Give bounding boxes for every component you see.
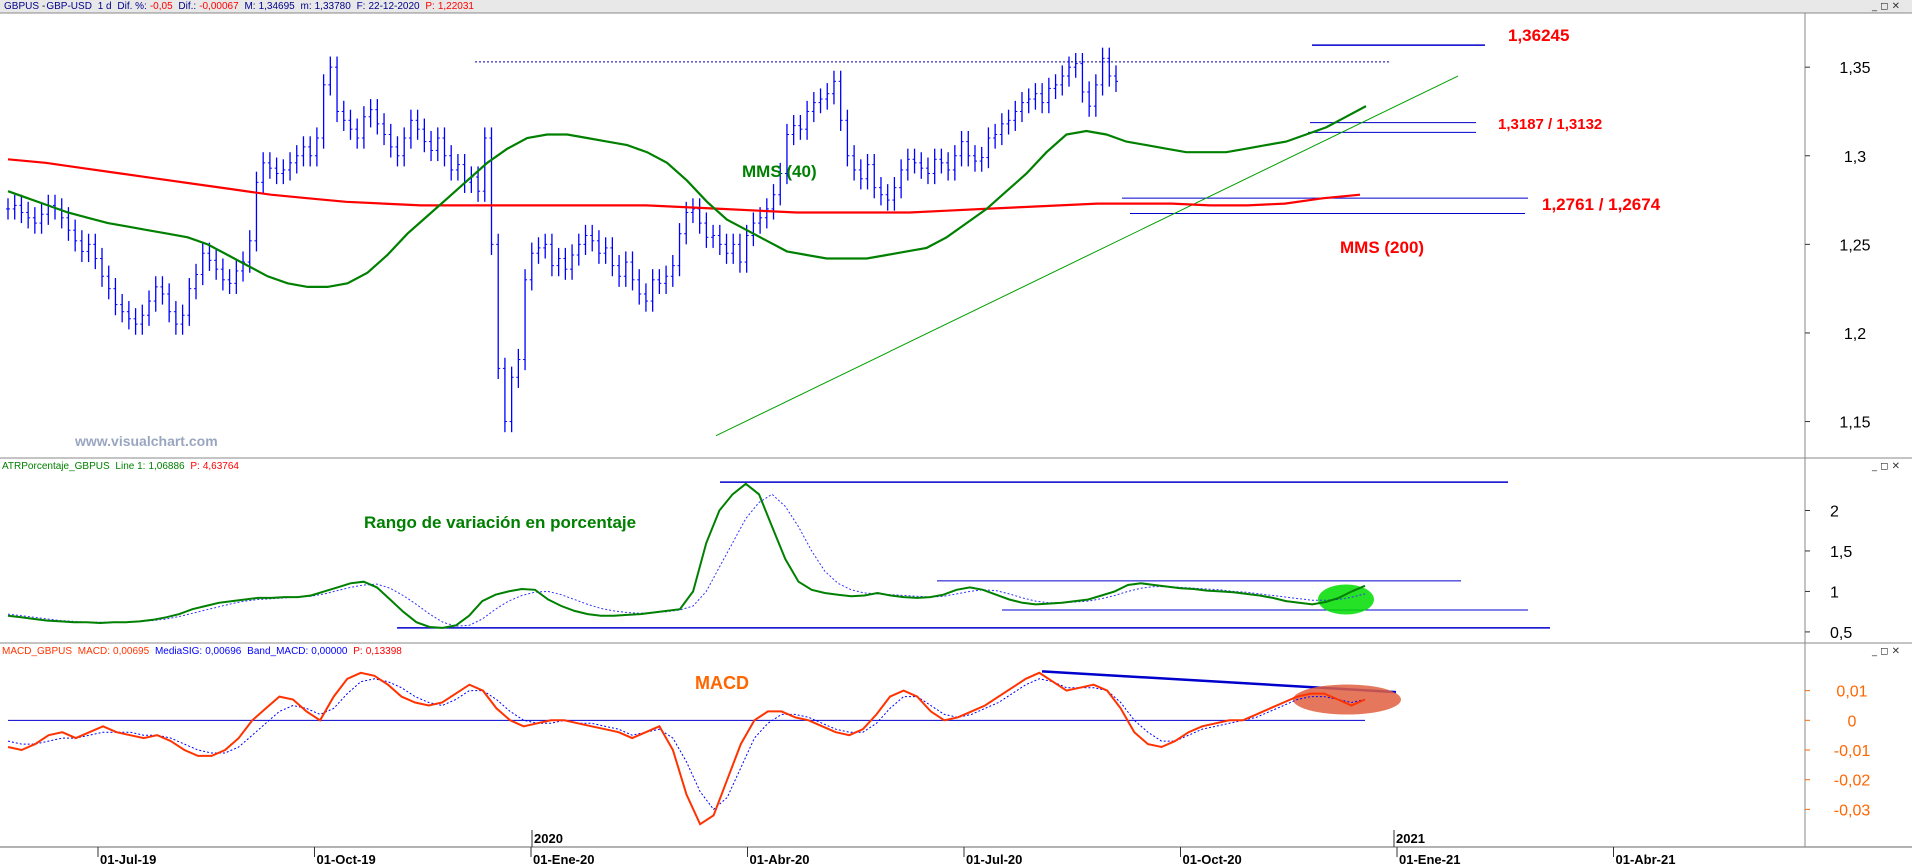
macd-header: MACD_GBPUS MACD: 0,00695 MediaSIG: 0,00696… <box>2 646 402 657</box>
atr-y-tick-label: 1 <box>1830 584 1839 601</box>
window-controls-price[interactable]: _ ◻ ✕ <box>1872 1 1901 12</box>
annotations: 1,36245 1,3187 / 1,3132 1,2761 / 1,2674 … <box>74 26 1661 693</box>
atr-y-tick-label: 0,5 <box>1830 625 1852 642</box>
price-panel <box>6 44 1528 437</box>
macd-p-value: 0,13398 <box>365 646 402 657</box>
label-support1: 1,3187 / 1,3132 <box>1498 116 1602 133</box>
atr-y-tick-label: 1,5 <box>1830 544 1852 561</box>
macd-y-tick-label: -0,03 <box>1834 802 1871 819</box>
price-y-tick-label: 1,3 <box>1844 149 1866 166</box>
label-macd-title: MACD <box>695 673 749 693</box>
macd-y-tick-label: -0,01 <box>1834 743 1871 760</box>
macd-panel <box>7 670 1401 826</box>
label-support2: 1,2761 / 1,2674 <box>1542 195 1661 214</box>
mms40-line <box>7 105 1367 288</box>
uptrend-line <box>715 75 1459 437</box>
header-min: 1,33780 <box>314 1 351 12</box>
x-tick-label: 01-Abr-21 <box>1616 852 1676 867</box>
year-label: 2020 <box>534 831 563 846</box>
header-max: 1,34695 <box>258 1 295 12</box>
x-tick-label: 01-Ene-20 <box>533 852 594 867</box>
price-header: GBPUS -GBP-USD 1 d Dif. %: -0,05 Dif.: -0,0… <box>2 1 479 12</box>
header-dif: -0,00067 <box>199 1 239 12</box>
atr-highlight-ellipse <box>1318 584 1374 615</box>
header-dif-pct: -0,05 <box>149 1 173 12</box>
macd-signal-value: 0,00696 <box>205 646 242 657</box>
atr-header: ATRPorcentaje_GBPUS Line 1: 1,06886 P: 4,6… <box>2 461 239 472</box>
header-date: 22-12-2020 <box>368 1 420 12</box>
x-tick-label: 01-Jul-19 <box>100 852 156 867</box>
macd-line <box>7 671 1366 826</box>
x-tick-label: 01-Oct-20 <box>1183 852 1242 867</box>
price-y-tick-label: 1,15 <box>1839 415 1870 432</box>
price-y-tick-label: 1,25 <box>1839 237 1870 254</box>
watermark: www.visualchart.com <box>74 433 218 449</box>
label-mms40: MMS (40) <box>742 162 817 181</box>
mms200-line <box>7 158 1361 214</box>
atr-y-tick-label: 2 <box>1830 503 1839 520</box>
label-atr-title: Rango de variación en porcentaje <box>364 513 636 532</box>
atr-panel <box>7 481 1550 629</box>
atr-p-value: 4,63764 <box>202 461 239 472</box>
macd-signal-line <box>7 678 1366 811</box>
x-tick-label: 01-Abr-20 <box>750 852 810 867</box>
price-y-tick-label: 1,2 <box>1844 326 1866 343</box>
macd-y-tick-label: 0,01 <box>1836 684 1867 701</box>
label-mms200: MMS (200) <box>1340 238 1424 257</box>
x-tick-label: 01-Jul-20 <box>966 852 1022 867</box>
x-tick-label: 01-Oct-19 <box>317 852 376 867</box>
x-tick-label: 01-Ene-21 <box>1399 852 1460 867</box>
header-price: 1,22031 <box>437 1 474 12</box>
header-period: 1 d <box>97 1 112 12</box>
axes: 1,35 1,3 1,25 1,2 1,15 2 1,5 1 0,5 0,01 0 -0,01 -0,0… <box>97 60 1871 867</box>
window-controls-atr[interactable]: _ ◻ ✕ <box>1872 461 1901 472</box>
atr-line <box>7 482 1366 629</box>
macd-band-value: 0,00000 <box>311 646 348 657</box>
window-controls-macd[interactable]: _ ◻ ✕ <box>1872 646 1901 657</box>
price-y-tick-label: 1,35 <box>1839 60 1870 77</box>
label-resistance: 1,36245 <box>1508 26 1569 45</box>
macd-y-tick-label: 0 <box>1848 713 1857 730</box>
macd-highlight-ellipse <box>1293 684 1401 715</box>
header-name: GBP-USD <box>46 1 92 12</box>
macd-value: 0,00695 <box>113 646 150 657</box>
atr-signal-line <box>7 493 1366 627</box>
year-label: 2021 <box>1396 831 1425 846</box>
header-symbol: GBPUS <box>4 1 40 12</box>
atr-line-value: 1,06886 <box>148 461 185 472</box>
macd-y-tick-label: -0,02 <box>1834 773 1871 790</box>
